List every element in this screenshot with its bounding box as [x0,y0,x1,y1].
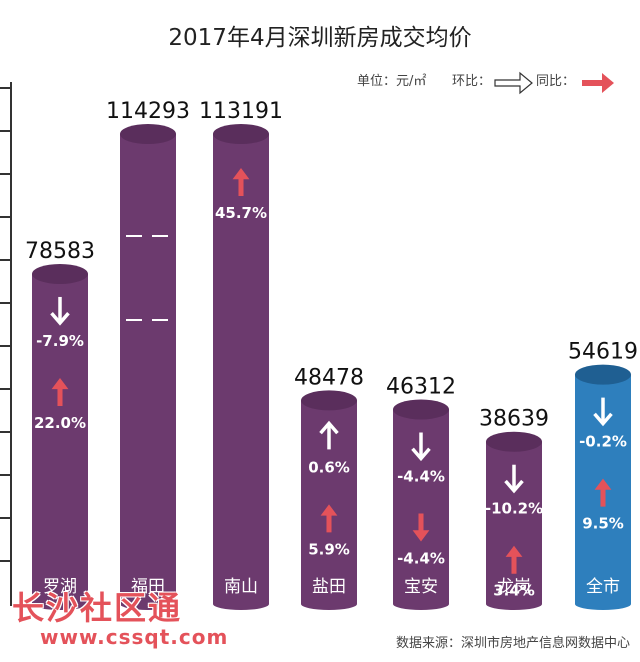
mom-arrow-icon-head [504,479,524,494]
bar-base [213,598,269,610]
value-label: 48478 [294,365,364,390]
unit-label: 单位：元/㎡ [357,74,427,89]
mom-arrow-icon-head [411,447,431,462]
bar-cap [575,364,631,385]
bar-cap [120,124,176,144]
yoy-arrow-icon-shape [412,513,430,542]
yoy-arrow-icon [51,377,69,406]
mom-arrow-icon [593,397,613,427]
mom-arrow-icon [50,296,70,326]
bar-body [213,134,269,604]
yoy-arrow-icon [320,504,338,533]
yoy-change-label: -4.4% [397,549,445,567]
yoy-change-label: 9.5% [582,515,624,533]
yoy-arrow-icon [412,513,430,542]
value-label: 78583 [25,239,95,264]
category-label: 南山 [224,577,258,597]
bar-cap [213,124,269,144]
mom-arrow-icon-head [319,420,339,435]
mom-change-label: -4.4% [397,467,445,485]
bar-group: 78583 罗湖 -7.9% 22.0% 114293 福田 113191 南山 45.7% 48… [25,99,638,610]
bar-body [120,134,176,604]
mom-arrow-icon [319,420,339,450]
bar-0: 78583 罗湖 -7.9% 22.0% [25,239,95,610]
mom-arrow-icon [411,432,431,462]
yoy-change-label: 22.0% [34,414,86,432]
legend-arrows [494,71,614,95]
value-label: 114293 [106,99,190,124]
yoy-arrow-icon [594,478,612,507]
legend-mom-label: 环比： [452,74,492,89]
legend-yoy-arrow-icon [582,73,614,93]
yoy-arrow-icon-shape [505,545,523,574]
value-label: 38639 [479,407,549,432]
mom-arrow-icon [504,464,524,494]
bar-2: 113191 南山 45.7% [199,99,283,610]
bar-1: 114293 福田 [106,99,190,610]
bar-cap [393,399,449,420]
mom-change-label: -7.9% [36,332,84,350]
bar-cap [486,431,542,452]
bar-base [486,598,542,610]
yoy-arrow-icon-shape [594,478,612,507]
value-label: 54619 [568,340,638,365]
bar-base [575,598,631,610]
legend-yoy-label: 同比： [536,74,576,89]
yoy-change-label: 3.4% [493,582,535,600]
yoy-arrow-icon [505,545,523,574]
bar-6: 54619 全市 -0.2% 9.5% [568,340,638,610]
bar-base [120,598,176,610]
category-label: 罗湖 [43,577,77,597]
bar-cap [301,390,357,411]
yoy-change-label: 5.9% [308,540,350,558]
bar-3: 48478 盐田 0.6% 5.9% [294,365,364,610]
mom-change-label: -0.2% [579,433,627,451]
bar-cap [32,263,88,284]
yoy-arrow-icon-shape [320,504,338,533]
value-label: 113191 [199,99,283,124]
source-note: 数据来源：深圳市房地产信息网数据中心 [395,636,630,651]
mom-change-label: 0.6% [308,458,350,476]
yoy-change-label: 45.7% [215,204,267,222]
category-label: 宝安 [404,577,438,597]
watermark-logo: 长沙社区通 [12,589,183,627]
bar-body [32,273,88,604]
yoy-arrow-icon-shape [51,377,69,406]
bar-5: 38639 龙岗 -10.2% 3.4% [479,407,549,610]
y-axis [0,82,12,606]
watermark-url: www.cssqt.com [40,625,229,649]
category-label: 盐田 [312,577,346,597]
bar-base [393,598,449,610]
category-label: 全市 [586,577,620,597]
legend-mom-arrow-icon [494,71,533,95]
yoy-arrow-icon [232,168,250,196]
chart-title: 2017年4月深圳新房成交均价 [168,25,472,51]
mom-arrow-icon-head [593,412,613,427]
bar-4: 46312 宝安 -4.4% -4.4% [386,374,456,610]
mom-arrow-icon-head [50,312,70,326]
category-label: 福田 [131,577,165,597]
bar-base [301,598,357,610]
yoy-arrow-icon-shape [232,168,250,196]
mom-change-label: -10.2% [485,500,543,518]
bar-base [32,598,88,610]
category-label: 龙岗 [497,577,531,597]
value-label: 46312 [386,374,456,399]
